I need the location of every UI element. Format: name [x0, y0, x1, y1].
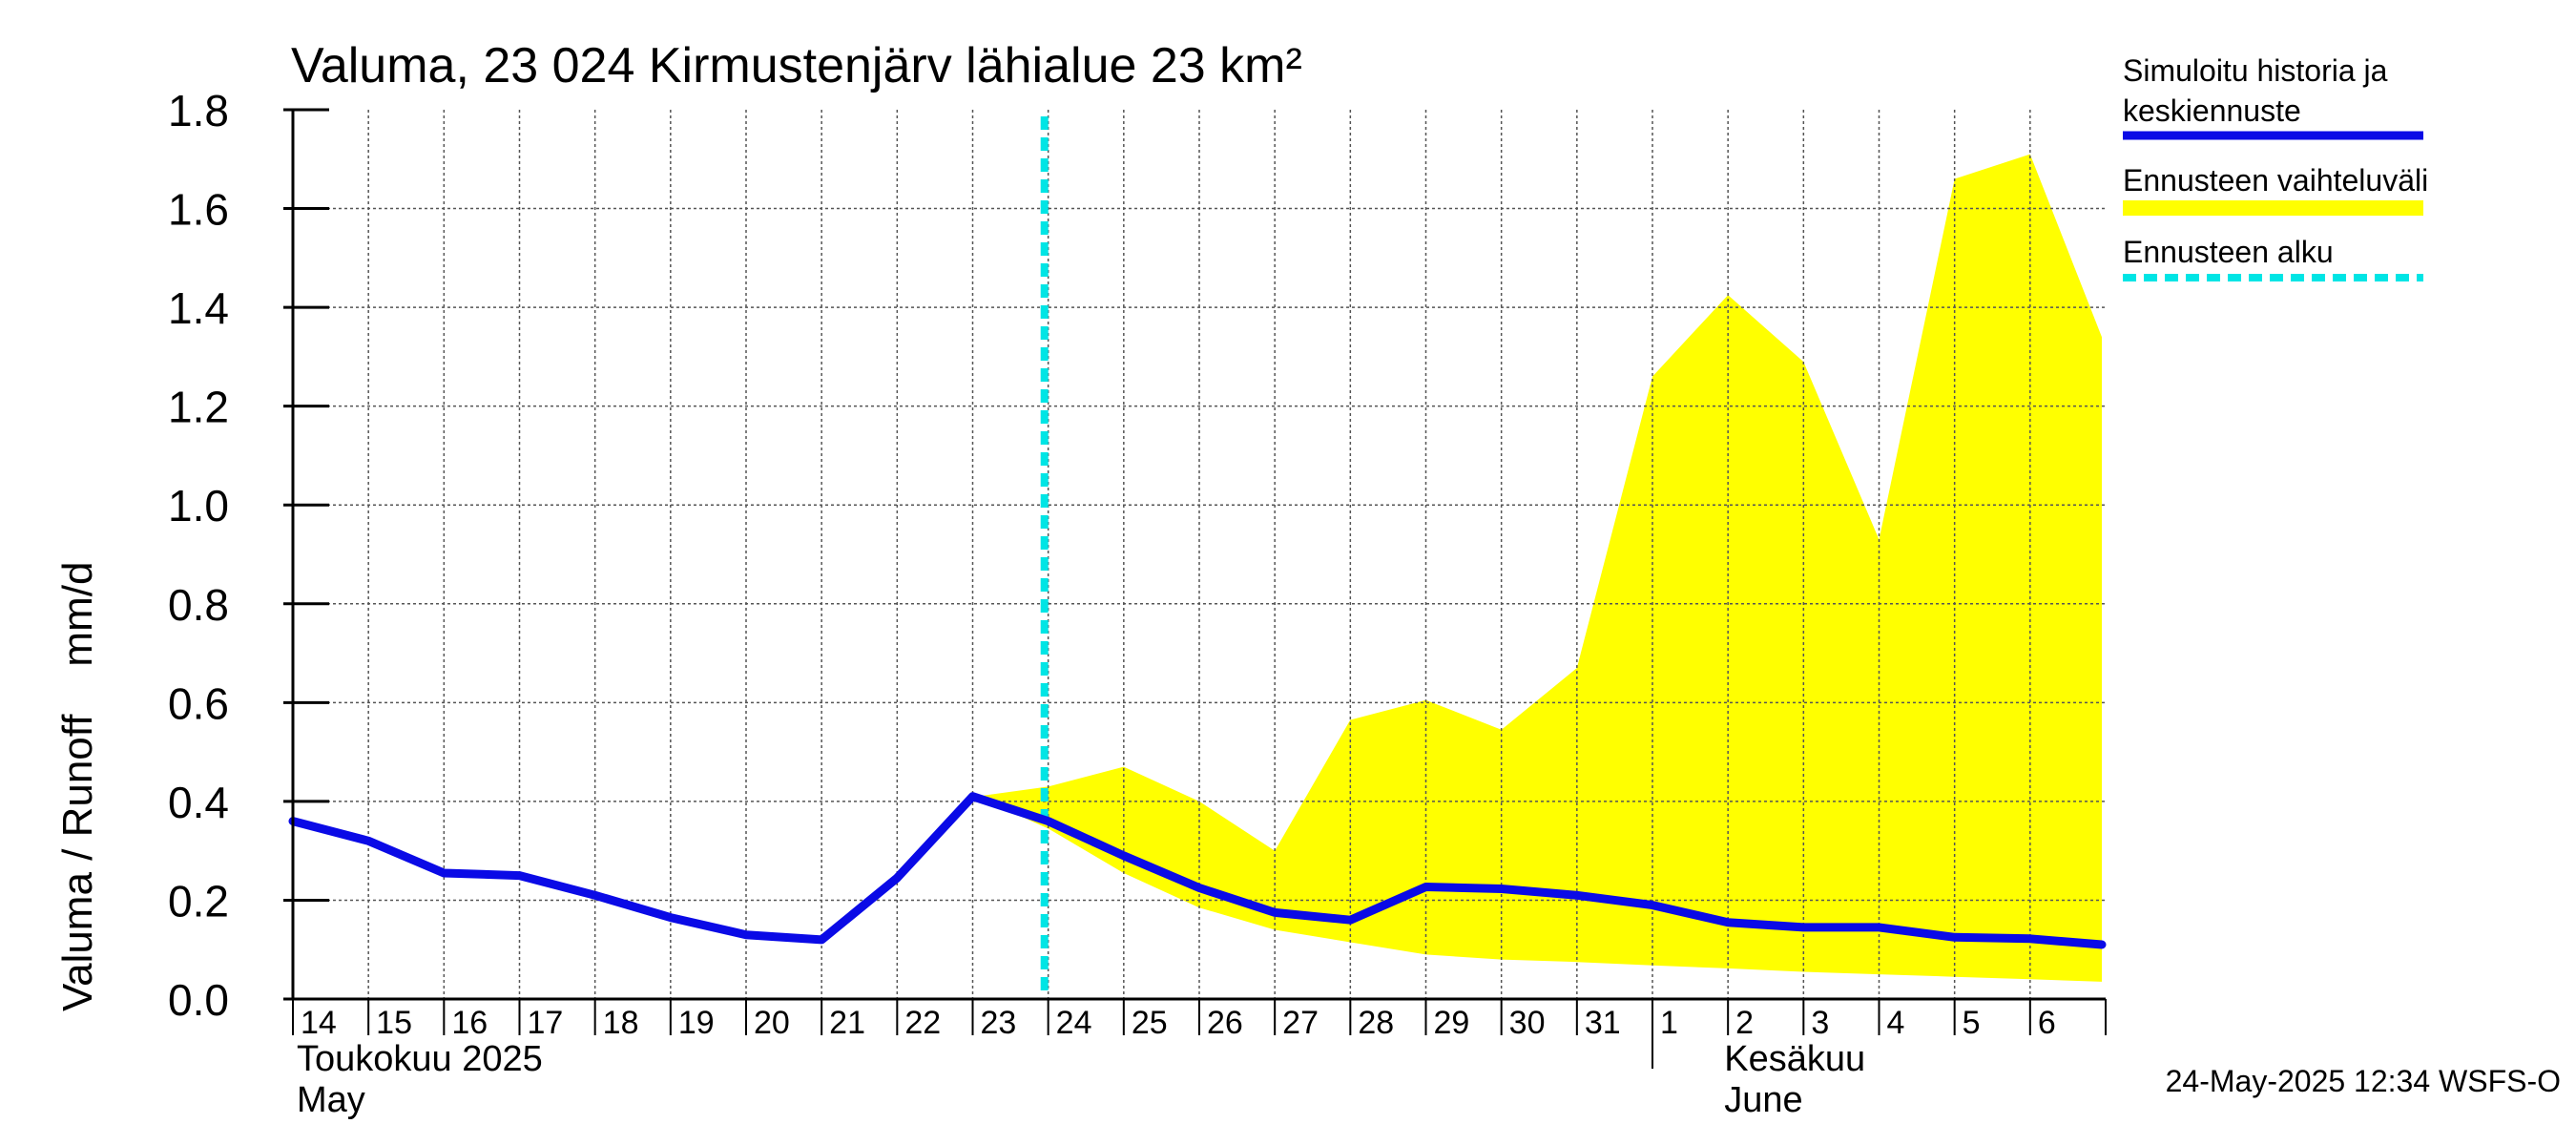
legend-label-series-line2: keskiennuste: [2123, 94, 2301, 128]
x-tick-label: 15: [376, 1005, 412, 1041]
x-tick-label: 1: [1660, 1005, 1678, 1041]
chart-title: Valuma, 23 024 Kirmustenjärv lähialue 23…: [291, 38, 1302, 94]
month-label-may-en: May: [297, 1080, 365, 1120]
legend: Simuloitu historia ja keskiennuste Ennuste…: [2123, 53, 2428, 281]
month-label-june-en: June: [1724, 1080, 1802, 1120]
x-tick-label: 28: [1358, 1005, 1394, 1041]
x-tick-label: 21: [829, 1005, 865, 1041]
x-tick-label: 17: [528, 1005, 564, 1041]
forecast-band-layer: [976, 154, 2102, 982]
y-tick-label: 1.0: [168, 481, 229, 531]
x-tick-label: 27: [1282, 1005, 1319, 1041]
x-tick-label: 23: [981, 1005, 1017, 1041]
x-tick-label: 25: [1132, 1005, 1168, 1041]
legend-label-forecast-start: Ennusteen alku: [2123, 235, 2334, 269]
x-tick-label: 18: [603, 1005, 639, 1041]
x-tick-label: 30: [1509, 1005, 1546, 1041]
y-axis-unit: mm/d: [54, 562, 101, 667]
y-tick-label: 0.4: [168, 778, 229, 827]
x-tick-label: 31: [1585, 1005, 1621, 1041]
y-axis-label-text: Valuma / Runoff: [54, 714, 101, 1011]
x-tick-label: 29: [1434, 1005, 1470, 1041]
x-tick-label: 3: [1811, 1005, 1829, 1041]
x-tick-label: 2: [1735, 1005, 1754, 1041]
month-label-may-fi: Toukokuu 2025: [297, 1039, 543, 1079]
legend-label-series: Simuloitu historia ja: [2123, 53, 2388, 88]
y-tick-label: 0.2: [168, 876, 229, 926]
x-tick-label: 24: [1056, 1005, 1092, 1041]
y-axis-label: Valuma / Runoff mm/d: [54, 562, 101, 1011]
timestamp: 24-May-2025 12:34 WSFS-O: [2166, 1064, 2561, 1098]
y-tick-label: 0.8: [168, 580, 229, 630]
y-tick-label: 1.2: [168, 383, 229, 432]
legend-label-band: Ennusteen vaihteluväli: [2123, 163, 2428, 198]
legend-swatch-band: [2123, 200, 2423, 216]
y-tick-label: 0.6: [168, 678, 229, 728]
y-tick-label: 0.0: [168, 975, 229, 1025]
x-tick-label: 5: [1963, 1005, 1981, 1041]
series-layer: [288, 116, 2107, 999]
x-tick-label: 4: [1887, 1005, 1905, 1041]
forecast-band: [976, 154, 2102, 982]
x-tick-label: 19: [678, 1005, 715, 1041]
grid-layer: [293, 110, 2106, 999]
x-tick-label: 22: [904, 1005, 941, 1041]
x-tick-label: 26: [1207, 1005, 1243, 1041]
y-tick-label: 1.4: [168, 283, 229, 333]
x-tick-label: 16: [451, 1005, 488, 1041]
x-tick-label: 20: [754, 1005, 790, 1041]
x-tick-label: 6: [2038, 1005, 2056, 1041]
series-line-0: [288, 792, 2107, 949]
month-label-june-fi: Kesäkuu: [1724, 1039, 1865, 1079]
axis-layer: 0.00.20.40.60.81.01.21.41.61.814 15 16 17 18…: [168, 86, 2107, 1120]
x-tick-label: 14: [301, 1005, 337, 1041]
y-tick-label: 1.6: [168, 185, 229, 235]
y-tick-label: 1.8: [168, 86, 229, 135]
